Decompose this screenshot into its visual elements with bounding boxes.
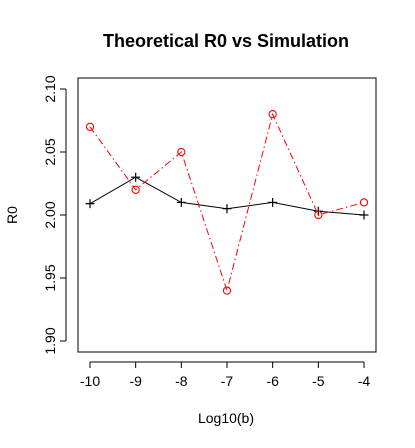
y-axis-label: R0: [4, 206, 20, 224]
x-axis-label: Log10(b): [198, 410, 254, 426]
y-axis: 1.90 1.95 2.00 2.05 2.10: [42, 75, 67, 355]
data-point-simulation: [359, 198, 369, 207]
x-tick-label: -8: [175, 373, 188, 389]
data-point-simulation: [314, 210, 323, 220]
x-tick-label: -10: [80, 373, 100, 389]
y-tick-label: 2.05: [42, 138, 58, 165]
x-axis: -10 -9 -8 -7 -6 -5 -4: [80, 361, 371, 389]
series-layer: [85, 110, 369, 295]
x-tick-label: -4: [358, 373, 371, 389]
data-point-simulation: [268, 110, 277, 119]
y-tick-label: 1.90: [42, 327, 58, 354]
data-point-theoretical: [222, 204, 232, 214]
series-line-simulation: [89, 112, 365, 293]
data-point-simulation: [222, 286, 232, 295]
plot-frame: [77, 77, 377, 353]
x-tick-label: -6: [266, 373, 279, 389]
x-tick-label: -7: [221, 373, 234, 389]
data-point-theoretical: [359, 210, 369, 220]
x-tick-label: -9: [129, 373, 142, 389]
data-point-theoretical: [85, 199, 95, 209]
data-point-theoretical: [176, 197, 186, 207]
data-point-simulation: [85, 122, 95, 131]
data-point-theoretical: [268, 197, 278, 207]
data-point-simulation: [177, 147, 186, 157]
y-tick-label: 2.00: [42, 201, 58, 228]
data-point-theoretical: [131, 172, 141, 182]
chart-title: Theoretical R0 vs Simulation: [103, 31, 349, 51]
y-tick-label: 1.95: [42, 264, 58, 291]
x-tick-label: -5: [312, 373, 325, 389]
data-point-simulation: [131, 185, 140, 194]
y-tick-label: 2.10: [42, 75, 58, 102]
